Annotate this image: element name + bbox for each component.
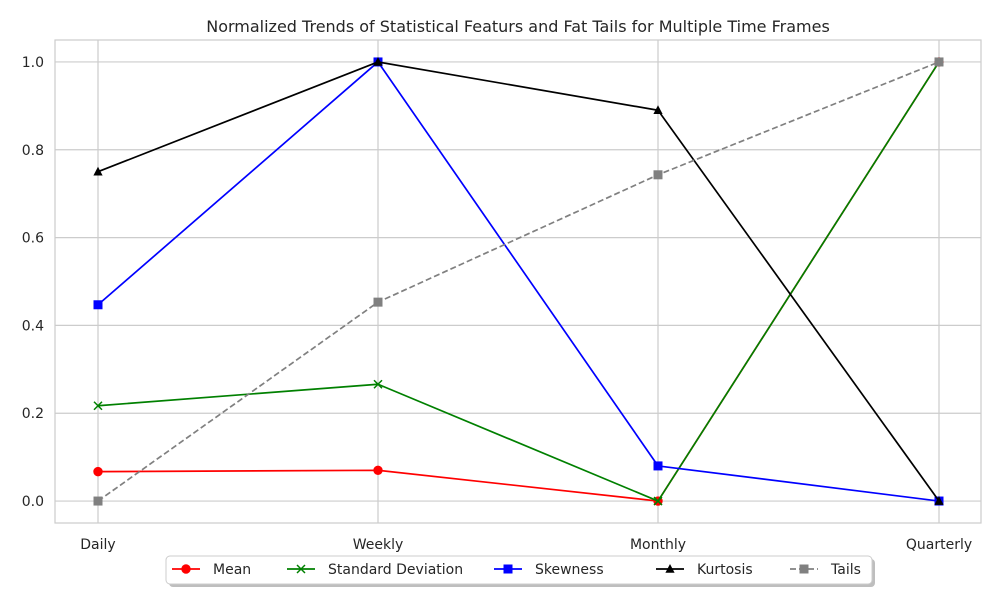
x-tick-label: Monthly [630,537,686,553]
legend-entry-mean: Mean [172,562,251,578]
series-line-standard-deviation [97,61,940,502]
legend-marker [799,564,809,574]
y-tick-label: 0.4 [22,318,44,334]
series-line-kurtosis [97,61,940,502]
data-point-kurtosis [93,166,103,176]
data-point-tails [373,297,383,307]
legend-entry-tails: Tails [790,562,861,578]
legend-label: Skewness [535,562,604,578]
data-point-tails [653,170,663,180]
y-tick-label: 0.2 [22,406,44,422]
legend-label: Standard Deviation [328,562,463,578]
legend-marker [296,564,306,574]
legend-entry-kurtosis: Kurtosis [656,562,753,578]
legend-label: Tails [830,562,861,578]
series-group [93,56,944,506]
series-skewness [93,57,944,506]
series-tails [93,57,944,506]
legend-marker [665,564,675,573]
x-tick-label: Daily [80,537,115,553]
y-tick-label: 1.0 [22,55,44,71]
data-point-skewness [653,461,663,471]
series-kurtosis [93,56,944,505]
data-point-standard-deviation [373,379,383,389]
y-tick-label: 0.8 [22,143,44,159]
legend-marker [181,564,191,574]
legend-entry-skewness: Skewness [494,562,604,578]
legend-box [165,555,873,585]
legend: Mean Standard Deviation Skewness Kurtosis Ta… [165,555,875,587]
series-standard-deviation [93,57,944,506]
series-line-mean [97,61,940,502]
data-point-skewness [93,300,103,310]
x-tick-label: Quarterly [906,537,972,553]
y-axis-ticks: 0.0 0.2 0.4 0.6 0.8 1.0 [22,55,44,510]
legend-label: Mean [213,562,251,578]
data-point-kurtosis [653,105,663,115]
x-tick-label: Weekly [353,537,404,553]
series-mean [93,57,944,506]
chart-title: Normalized Trends of Statistical Featurs… [206,17,830,36]
data-point-kurtosis [934,496,944,505]
data-point-standard-deviation [93,401,103,411]
series-line-tails [97,61,940,502]
y-tick-label: 0.0 [22,494,44,510]
x-axis-ticks: Daily Weekly Monthly Quarterly [80,537,972,553]
data-point-mean [93,466,103,477]
y-tick-label: 0.6 [22,231,44,247]
data-point-tails [93,496,103,506]
data-point-standard-deviation [653,496,663,506]
legend-label: Kurtosis [697,562,753,578]
series-line-skewness [97,61,940,502]
legend-marker [503,564,513,574]
data-point-kurtosis [373,56,383,66]
plot-frame [54,39,982,524]
data-point-tails [934,57,944,67]
grid [55,40,981,523]
data-point-mean [373,465,383,476]
legend-entry-standard-deviation: Standard Deviation [287,562,463,578]
